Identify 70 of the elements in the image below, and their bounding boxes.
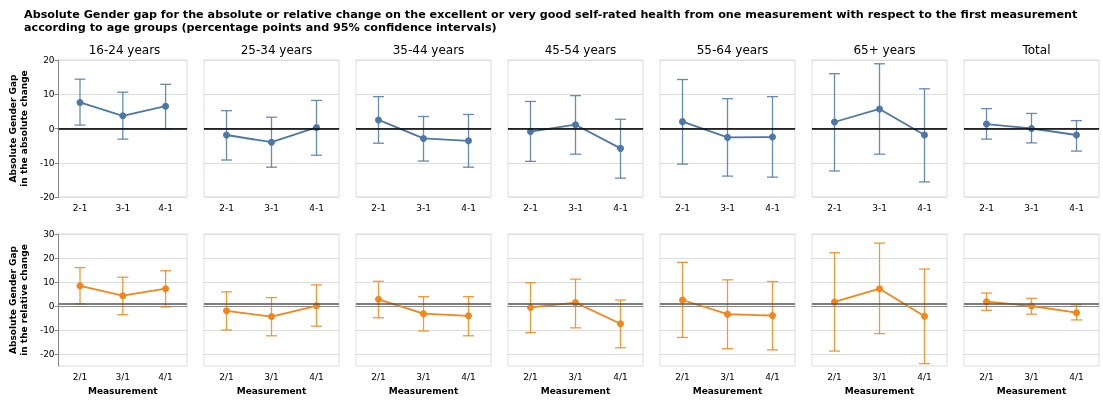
x-tick-label: 2/1 — [827, 371, 842, 382]
chart-title: 35-44 years — [392, 43, 465, 57]
x-tick-label: 2-1 — [523, 202, 538, 213]
x-tick-label: 3/1 — [568, 371, 583, 382]
x-tick-label: 4/1 — [461, 371, 476, 382]
x-tick-label: 3/1 — [115, 371, 131, 382]
x-tick-label: 3/1 — [264, 371, 279, 382]
x-tick-label: 3/1 — [720, 371, 735, 382]
text: Absolute Gender gap for the absolute or relative change on the excellent or very good self-rated health from one measurement with respect to the first measurement according to age groups (percentage points and 95% confidence intervals) — [24, 8, 1079, 34]
y-tick-label: 0 — [48, 123, 55, 134]
x-tick-label: 2/1 — [675, 371, 690, 382]
chart-title: 45-54 years — [544, 43, 617, 57]
x-tick-label: 3-1 — [568, 202, 583, 213]
x-tick-label: 3-1 — [115, 202, 131, 213]
x-tick-label: 4-1 — [1069, 202, 1084, 213]
x-tick-label: 3-1 — [720, 202, 735, 213]
x-tick-label: 3-1 — [416, 202, 431, 213]
chart-title: 16-24 years — [88, 43, 161, 57]
y-tick-label: 10 — [43, 89, 55, 100]
chart-title: Total — [1021, 43, 1051, 57]
x-tick-label: 4-1 — [917, 202, 932, 213]
x-axis-title: Measurement — [844, 385, 916, 396]
x-axis-title: Measurement — [996, 385, 1068, 396]
x-tick-label: 4-1 — [158, 202, 173, 213]
x-tick-label: 4-1 — [613, 202, 628, 213]
x-tick-label: 2/1 — [72, 371, 88, 382]
y-tick-label: 30 — [43, 229, 55, 239]
x-tick-label: 2-1 — [979, 202, 994, 213]
x-axis-title: Measurement — [236, 385, 308, 396]
x-axis-title: Measurement — [540, 385, 612, 396]
y-tick-label: 0 — [48, 301, 55, 311]
x-tick-label: 2/1 — [523, 371, 538, 382]
x-tick-label: 4/1 — [765, 371, 780, 382]
y-axis-title: Absolute Gender Gap in the absolute change — [8, 70, 29, 187]
x-tick-label: 2/1 — [979, 371, 994, 382]
x-tick-label: 3-1 — [872, 202, 887, 213]
x-tick-label: 4-1 — [461, 202, 476, 213]
x-tick-label: 2/1 — [371, 371, 386, 382]
y-tick-label: 10 — [43, 277, 55, 287]
x-tick-label: 4/1 — [158, 371, 173, 382]
x-axis-title: Measurement — [692, 385, 764, 396]
y-axis-title: Absolute Gender Gap in the relative change — [8, 244, 29, 356]
x-axis-title: Measurement — [87, 385, 159, 396]
x-tick-label: 2/1 — [219, 371, 234, 382]
y-tick-label: 20 — [43, 55, 55, 65]
chart-title: 65+ years — [853, 43, 916, 57]
x-tick-label: 4-1 — [765, 202, 780, 213]
y-tick-label: 20 — [43, 253, 55, 263]
x-tick-label: 2-1 — [72, 202, 88, 213]
y-tick-label: -10 — [39, 325, 55, 335]
x-tick-label: 2-1 — [219, 202, 234, 213]
y-tick-label: -20 — [39, 192, 55, 202]
x-tick-label: 3/1 — [1024, 371, 1039, 382]
x-tick-label: 3-1 — [1024, 202, 1039, 213]
x-tick-label: 3/1 — [416, 371, 431, 382]
x-axis-title: Measurement — [388, 385, 460, 396]
x-tick-label: 4/1 — [917, 371, 932, 382]
x-tick-label: 4/1 — [1069, 371, 1084, 382]
x-tick-label: 2-1 — [827, 202, 842, 213]
x-tick-label: 3-1 — [264, 202, 279, 213]
y-tick-label: -10 — [39, 157, 55, 168]
chart-title: 55-64 years — [696, 43, 769, 57]
x-tick-label: 4-1 — [309, 202, 324, 213]
x-tick-label: 2-1 — [675, 202, 690, 213]
x-tick-label: 2-1 — [371, 202, 386, 213]
y-tick-label: -20 — [39, 349, 55, 359]
x-tick-label: 3/1 — [872, 371, 887, 382]
x-tick-label: 4/1 — [309, 371, 324, 382]
x-tick-label: 4/1 — [613, 371, 628, 382]
chart-title: 25-34 years — [240, 43, 313, 57]
